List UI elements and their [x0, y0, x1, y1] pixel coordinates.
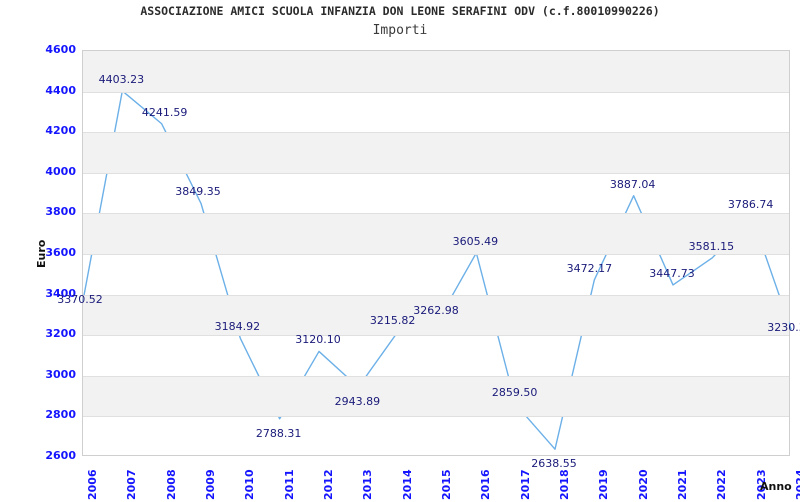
x-axis-tick-label: 2017 — [518, 469, 532, 500]
data-point-label: 2859.50 — [491, 386, 538, 400]
x-axis-tick-label: 2015 — [440, 469, 453, 500]
gridline — [83, 172, 789, 174]
x-axis-tick-label: 2018 — [558, 469, 571, 500]
x-axis-tick-label: 2014 — [400, 469, 414, 500]
data-point-label: 3472.17 — [566, 261, 613, 275]
chart-title: ASSOCIAZIONE AMICI SCUOLA INFANZIA DON L… — [140, 4, 660, 18]
y-axis-tick-label: 3600 — [45, 246, 76, 259]
plot-band — [83, 51, 789, 92]
data-point-label: 4241.59 — [141, 105, 188, 119]
x-axis-tick-label: 2022 — [715, 469, 729, 500]
x-axis-tick-label: 2016 — [479, 469, 493, 500]
data-point-label: 2943.89 — [334, 395, 381, 409]
y-axis-title: Euro — [35, 239, 48, 268]
y-axis-tick-labels: 4600 4400 4200 4000 3800 3600 3400 3200 3000 2800… — [0, 44, 76, 461]
y-axis-tick-label: 4600 — [45, 43, 76, 56]
gridline — [83, 132, 789, 134]
y-axis-tick-label: 3800 — [45, 205, 76, 219]
data-point-label: 3262.98 — [413, 304, 459, 318]
y-axis-tick-label: 2600 — [45, 449, 76, 462]
plot-area — [82, 50, 792, 456]
x-axis-tick-label: 2009 — [204, 469, 217, 500]
gridline — [83, 294, 789, 296]
gridline — [83, 254, 789, 255]
plot-band — [83, 213, 789, 254]
gridline — [83, 375, 789, 377]
x-axis-tick-label: 2012 — [322, 469, 335, 500]
gridline — [83, 335, 789, 337]
plot-band — [83, 375, 789, 417]
x-axis-tick-label: 2013 — [361, 469, 375, 500]
plot-band — [83, 294, 789, 336]
data-point-label: 3849.35 — [175, 185, 221, 199]
data-point-label: 4403.23 — [98, 72, 145, 86]
gridline — [83, 91, 789, 93]
gridline — [83, 213, 789, 215]
x-axis-tick-label: 2008 — [164, 469, 178, 500]
data-point-label: 3120.10 — [295, 333, 341, 347]
data-point-label: 3184.92 — [214, 320, 261, 334]
data-point-label: 3370.52 — [57, 292, 103, 306]
chart-subtitle: Importi — [372, 23, 428, 38]
x-axis-tick-label: 2024 — [794, 469, 800, 500]
x-axis-tick-label: 2011 — [282, 469, 296, 500]
data-point-label: 3447.73 — [649, 266, 695, 280]
data-point-label: 3605.49 — [452, 234, 499, 248]
y-axis-tick-label: 4000 — [45, 164, 76, 178]
x-axis-tick-label: 2021 — [676, 469, 689, 500]
y-axis-tick-label: 4400 — [45, 83, 76, 97]
x-axis-tick-labels: 2006 2007 2008 2009 2010 2011 2012 2013 2014 2015… — [0, 462, 800, 502]
y-axis-tick-label: 3200 — [45, 327, 76, 341]
gridline — [83, 416, 789, 418]
y-axis-tick-label: 4200 — [45, 124, 76, 138]
x-axis-tick-label: 2010 — [243, 469, 257, 500]
data-point-label: 3215.82 — [369, 313, 416, 327]
x-axis-tick-label: 2006 — [86, 469, 99, 500]
data-point-label: 2788.31 — [255, 426, 302, 440]
y-axis-tick-label: 3400 — [45, 286, 76, 300]
data-point-label: 3230.31 — [767, 321, 800, 335]
y-axis-tick-label: 2800 — [45, 408, 76, 422]
x-axis-title: Anno — [760, 480, 792, 493]
data-point-label: 3887.04 — [609, 177, 656, 191]
data-point-label: 3786.74 — [727, 198, 774, 212]
plot-band — [83, 132, 789, 173]
data-point-label: 3581.15 — [688, 239, 735, 253]
x-axis-tick-label: 2007 — [125, 469, 139, 500]
y-axis-tick-label: 3000 — [45, 367, 76, 381]
data-point-label: 2638.55 — [531, 457, 577, 471]
x-axis-tick-label: 2019 — [597, 469, 611, 500]
x-axis-tick-label: 2020 — [636, 469, 650, 500]
